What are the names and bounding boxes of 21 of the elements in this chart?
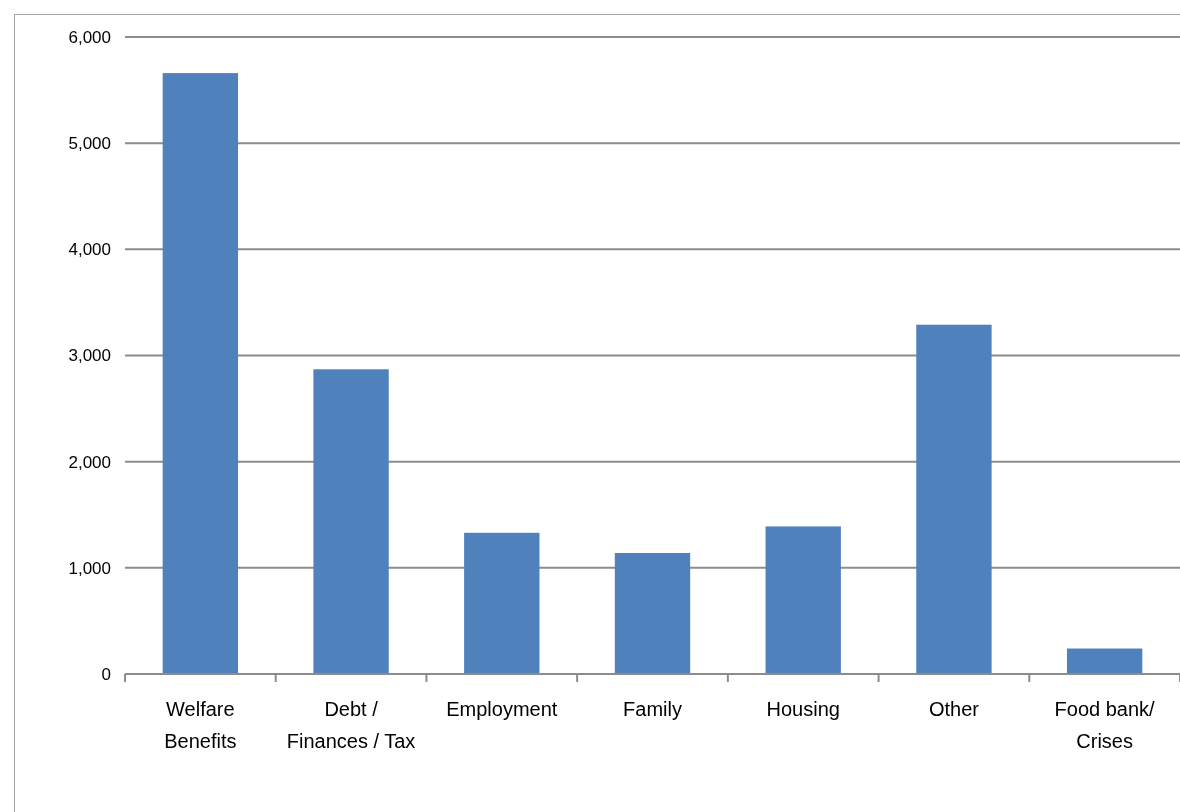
x-tick-label: Other	[928, 698, 980, 720]
bar	[313, 369, 389, 674]
bar	[464, 532, 540, 674]
x-tick-label: Debt / Finances / Tax	[286, 698, 416, 752]
y-tick-label: 0	[101, 664, 111, 684]
bar	[765, 526, 841, 674]
y-tick-label: 2,000	[68, 452, 111, 472]
bar	[614, 552, 691, 674]
x-tick-label: Housing	[766, 698, 840, 720]
bar	[916, 324, 992, 674]
x-tick-label: Food bank/ Crises	[1054, 698, 1156, 752]
x-tick-label: Employment	[446, 698, 558, 720]
y-tick-label: 4,000	[68, 240, 111, 260]
bar	[1066, 648, 1143, 674]
y-tick-label: 3,000	[68, 346, 111, 366]
y-tick-label: 1,000	[68, 558, 111, 578]
bar	[162, 73, 239, 674]
x-tick-label: Welfare Benefits	[164, 698, 237, 752]
y-tick-label: 6,000	[68, 27, 111, 47]
x-tick-label: Family	[623, 698, 682, 720]
y-tick-label: 5,000	[68, 134, 111, 154]
